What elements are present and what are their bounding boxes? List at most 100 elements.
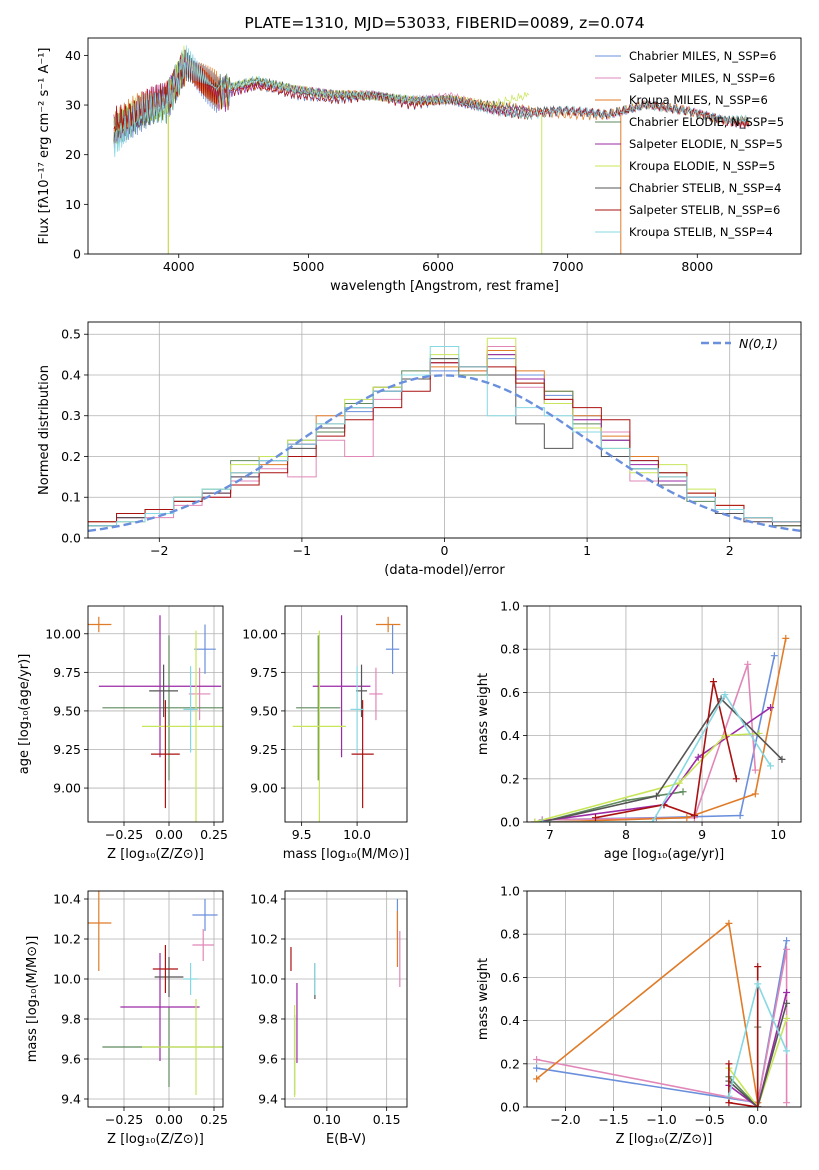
mass-weight-marker: [694, 753, 702, 761]
mass-weight-marker: [679, 788, 687, 796]
y-tick-label: 10.4: [53, 892, 81, 907]
x-tick-label: 7: [546, 827, 554, 842]
y-tick-label: 10: [65, 197, 81, 212]
x-axis-label: wavelength [Angstrom, rest frame]: [330, 279, 559, 294]
x-tick-label: 10.0: [343, 827, 371, 842]
mass-weight-marker: [754, 1103, 762, 1107]
mass-weight-series-line: [534, 706, 772, 822]
chart-mass_weight_vs_age: 7 8 9 10 0.0 0.2 0.4 0.6 0.8 1.0 age [log₁₀(age/yr…: [476, 599, 802, 862]
y-tick-label: 10.00: [242, 626, 278, 641]
x-tick-label: 10: [770, 827, 786, 842]
chart-mass_weight_vs_Z: −2.0 −1.5 −1.0 −0.5 0.0 0.0 0.2 0.4 0.6 0.8 1.0 Z […: [476, 884, 802, 1147]
axes-frame: [526, 605, 802, 823]
legend-label: Kroupa ELODIE, N_SSP=5: [629, 159, 775, 173]
axes-frame: [87, 605, 224, 823]
gaussian-curve: [88, 374, 801, 533]
x-axis-label: (data-model)/error: [384, 563, 505, 578]
y-tick-label: 0.0: [500, 815, 520, 830]
y-tick-label: 9.50: [250, 703, 278, 718]
y-tick-label: 0.2: [61, 449, 81, 464]
y-tick-label: 9.6: [61, 1052, 81, 1067]
plot-area: [88, 615, 223, 822]
y-tick-label: 9.75: [53, 665, 81, 680]
legend-label: Kroupa STELIB, N_SSP=4: [629, 225, 773, 239]
x-tick-label: 0.25: [200, 1112, 228, 1127]
mass-weight-marker: [783, 989, 791, 997]
chart-age_vs_Z: −0.25 0.00 0.25 9.00 9.25 9.50 9.75 10.00 Z [log…: [17, 605, 228, 862]
mass-weight-marker: [533, 1075, 541, 1083]
x-axis-label: E(B-V): [326, 1132, 366, 1147]
x-tick-label: 9: [698, 827, 706, 842]
x-tick-label: −2.0: [550, 1112, 580, 1127]
y-tick-label: 9.00: [53, 781, 81, 796]
x-tick-label: 5000: [292, 259, 324, 274]
mass-weight-marker: [751, 790, 759, 798]
mass-weight-marker: [652, 792, 660, 800]
histogram-series-step: [88, 345, 801, 538]
x-tick-label: 0.15: [373, 1112, 401, 1127]
axes-frame: [284, 605, 408, 823]
axes-frame: [87, 890, 224, 1108]
x-tick-label: −0.25: [105, 1112, 143, 1127]
mass-weight-series-line: [536, 949, 788, 1104]
mass-weight-marker: [783, 1099, 791, 1107]
mass-weight-series-line: [536, 921, 759, 1103]
spectrum-series-line: [113, 45, 750, 158]
y-tick-label: 9.75: [250, 665, 278, 680]
mass-weight-marker: [778, 755, 786, 763]
x-tick-label: −1.0: [646, 1112, 676, 1127]
y-axis-label: mass weight: [476, 673, 491, 755]
mass-weight-marker: [783, 945, 791, 953]
x-axis-label: Z [log₁₀(Z/Z⊙)]: [107, 1132, 204, 1147]
mass-weight-marker: [725, 1060, 733, 1068]
mass-weight-marker: [770, 652, 778, 660]
legend-label: N(0,1): [739, 336, 778, 351]
axes-frame: [526, 890, 802, 1108]
mass-weight-marker: [754, 963, 762, 971]
mass-weight-marker: [732, 775, 740, 783]
mass-weight-marker: [783, 999, 791, 1007]
y-tick-label: 0.8: [500, 927, 520, 942]
plot-area: [290, 899, 401, 1097]
y-axis-label: Flux [fλ10⁻¹⁷ erg cm⁻² s⁻¹ A⁻¹]: [37, 48, 52, 245]
x-tick-label: 1: [583, 543, 591, 558]
x-tick-label: 4000: [163, 259, 195, 274]
x-tick-label: 0.10: [313, 1112, 341, 1127]
mass-weight-marker: [783, 1047, 791, 1055]
chart-spectrum: 4000 5000 6000 7000 8000 0 10 20 30 40 wavelength …: [37, 14, 802, 294]
x-tick-label: 9.5: [292, 827, 312, 842]
mass-weight-series-line: [728, 992, 788, 1107]
y-tick-label: 0.4: [61, 367, 81, 382]
mass-weight-marker: [721, 691, 729, 699]
mass-weight-series-line: [728, 1003, 788, 1107]
mass-weight-marker: [725, 1092, 733, 1100]
x-axis-label: age [log₁₀(age/yr)]: [604, 847, 725, 862]
mass-weight-marker: [754, 980, 762, 988]
y-tick-label: 20: [65, 147, 81, 162]
y-tick-label: 1.0: [500, 884, 520, 899]
legend-label: Salpeter MILES, N_SSP=6: [629, 71, 775, 85]
mass-weight-series-line: [542, 693, 772, 822]
x-axis-label: Z [log₁₀(Z/Z⊙)]: [616, 1132, 713, 1147]
y-axis-label: mass [log₁₀(M/M⊙)]: [25, 936, 40, 1063]
mass-weight-marker: [783, 1014, 791, 1022]
mass-weight-marker: [767, 704, 775, 712]
y-tick-label: 0.3: [61, 408, 81, 423]
mass-weight-series-line: [542, 697, 783, 822]
y-tick-label: 1.0: [500, 599, 520, 614]
y-tick-label: 9.00: [250, 781, 278, 796]
y-tick-label: 9.6: [258, 1052, 278, 1067]
legend-label: Chabrier MILES, N_SSP=6: [629, 49, 776, 63]
x-tick-label: 8000: [681, 259, 713, 274]
plot-area: [88, 891, 223, 1095]
chart-title: PLATE=1310, MJD=53033, FIBERID=0089, z=0…: [244, 14, 644, 32]
mass-weight-marker: [751, 766, 759, 774]
plot-area: [292, 615, 401, 822]
mass-weight-marker: [709, 678, 717, 686]
chart-residuals: −2 −1 0 1 2 0.0 0.1 0.2 0.3 0.4 0.5 (data-model)/er…: [37, 321, 802, 578]
mass-weight-marker: [690, 812, 698, 820]
mass-weight-marker: [533, 1064, 541, 1072]
x-tick-label: 0.00: [155, 827, 183, 842]
mass-weight-marker: [675, 779, 683, 787]
